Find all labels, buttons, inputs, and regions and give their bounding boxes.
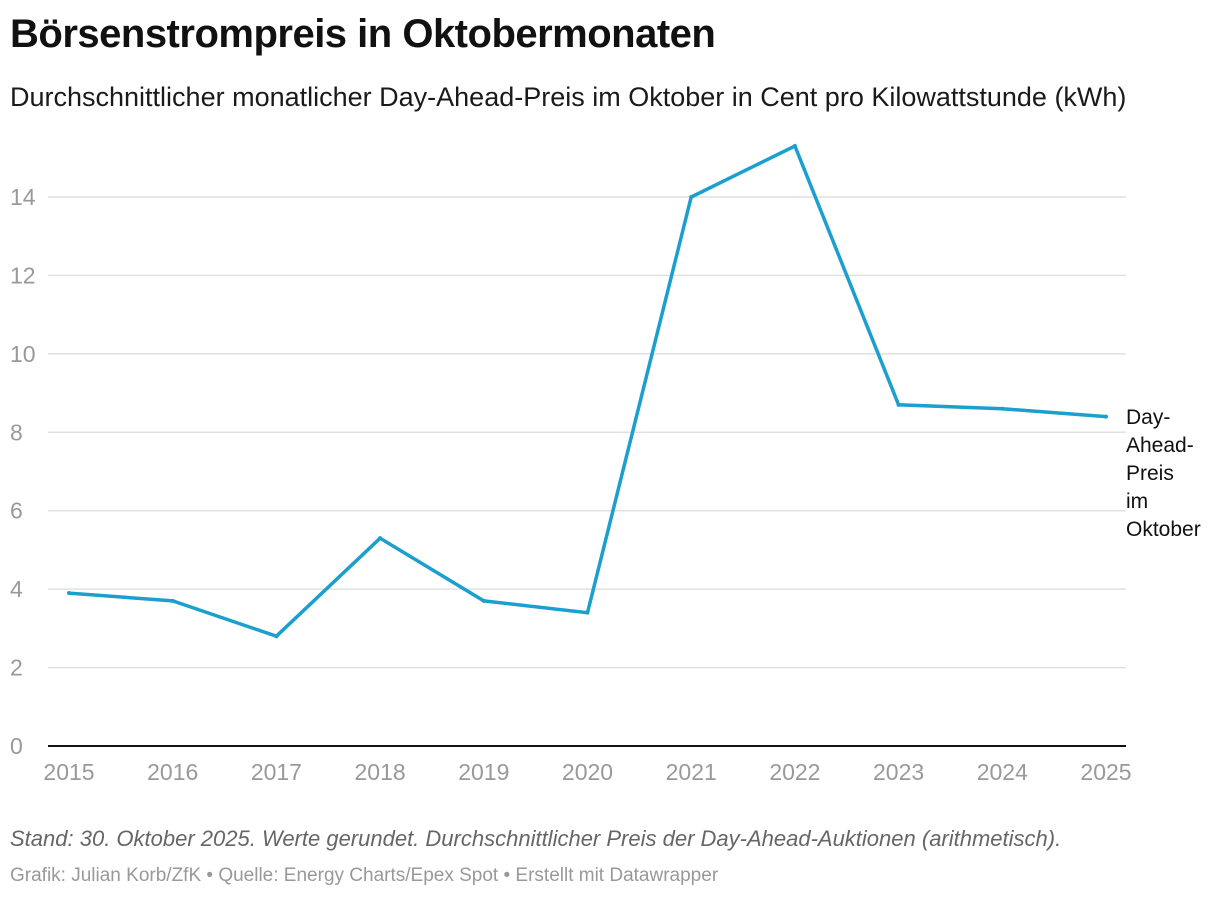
x-tick-label: 2016 [147,759,198,785]
series-label-line: im [1126,490,1148,513]
series-direct-label: Day- Ahead- Preis im Oktober [1126,406,1201,541]
data-point-2019 [481,598,486,603]
data-point-2021 [689,194,694,199]
y-tick-label: 2 [10,655,23,681]
gridlines [48,196,1126,669]
x-tick-label: 2023 [873,759,924,785]
x-tick-label: 2018 [355,759,406,785]
x-tick-label: 2021 [666,759,717,785]
x-axis-tick-labels: 2015 2016 2017 2018 2019 2020 2021 2022 2023 2024… [43,759,1131,785]
y-axis-tick-labels: 0 2 4 6 8 10 12 14 [10,184,36,759]
x-tick-label: 2025 [1080,759,1131,785]
data-point-2023 [896,402,901,407]
series-label-line: Ahead- [1126,434,1194,457]
data-point-2016 [170,598,175,603]
x-tick-label: 2020 [562,759,613,785]
y-tick-label: 14 [10,184,36,210]
chart-notes: Stand: 30. Oktober 2025. Werte gerundet.… [10,826,1062,851]
data-point-2017 [274,634,279,639]
data-point-2025 [1104,414,1108,419]
y-tick-label: 0 [10,733,23,759]
chart-subtitle: Durchschnittlicher monatlicher Day-Ahead… [10,82,1127,112]
y-tick-label: 6 [10,498,23,524]
x-tick-label: 2022 [769,759,820,785]
series-line-day-ahead-preis [68,143,1107,639]
x-tick-label: 2015 [43,759,94,785]
x-tick-label: 2017 [251,759,302,785]
series-label-line: Day- [1126,406,1170,429]
x-tick-label: 2024 [977,759,1028,785]
x-tick-label: 2019 [458,759,509,785]
data-point-2015 [67,591,71,596]
y-tick-label: 12 [10,262,36,288]
series-label-line: Preis [1126,462,1174,485]
data-point-2020 [585,610,590,615]
data-point-2024 [1000,406,1005,411]
series-data-points [67,144,1108,639]
chart-title: Börsenstrompreis in Oktobermonaten [10,12,716,56]
y-tick-label: 8 [10,419,23,445]
chart-credits: Grafik: Julian Korb/ZfK • Quelle: Energy… [10,865,719,886]
y-tick-label: 4 [10,576,23,602]
series-label-line: Oktober [1126,518,1201,541]
y-tick-label: 10 [10,341,36,367]
data-point-2022 [792,144,797,148]
data-point-2018 [378,536,383,541]
